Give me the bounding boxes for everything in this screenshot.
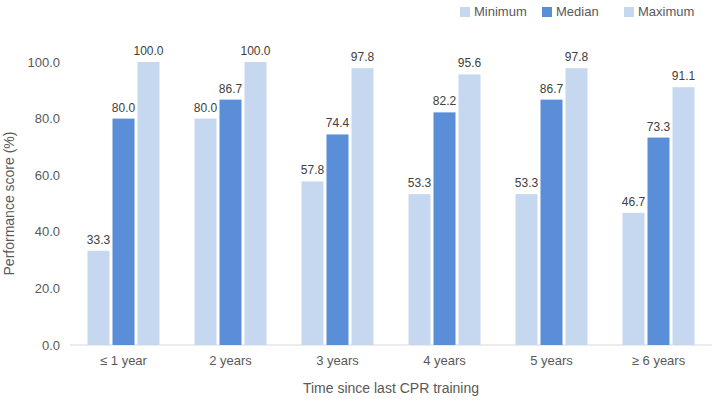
legend-label: Median	[556, 4, 599, 19]
bar	[516, 194, 538, 345]
y-tick-label: 20.0	[35, 281, 60, 296]
bars	[88, 62, 695, 345]
data-labels: 33.380.0100.080.086.7100.057.874.497.853…	[87, 44, 696, 247]
legend-swatch	[624, 7, 634, 17]
bar	[566, 68, 588, 345]
chart-container: 0.0 20.0 40.0 60.0 80.0 100.0 33.3 80.0 100.0 80.…	[0, 0, 714, 400]
data-label: 82.2	[433, 94, 457, 108]
x-tick-label: 2 years	[209, 353, 252, 368]
data-label: 46.7	[622, 195, 646, 209]
data-label: 57.8	[301, 163, 325, 177]
data-label: 53.3	[408, 176, 432, 190]
data-label: 86.7	[219, 82, 243, 96]
x-tick-label: ≤ 1 year	[100, 353, 148, 368]
data-label: 100.0	[133, 44, 163, 58]
bar	[409, 194, 431, 345]
data-label: 95.6	[458, 56, 482, 70]
legend-label: Maximum	[638, 4, 694, 19]
data-label: 73.3	[647, 120, 671, 134]
bar	[138, 62, 160, 345]
bar	[245, 62, 267, 345]
bar	[302, 181, 324, 345]
bar	[113, 119, 135, 345]
legend-label: Minimum	[474, 4, 527, 19]
bar	[673, 87, 695, 345]
data-label: 97.8	[351, 50, 375, 64]
y-tick-label: 100.0	[27, 55, 60, 70]
data-label: 53.3	[515, 176, 539, 190]
data-label: 33.3	[87, 233, 111, 247]
y-tick-label: 80.0	[35, 111, 60, 126]
data-label: 80.0	[112, 101, 136, 115]
bar	[541, 100, 563, 345]
y-tick-label: 60.0	[35, 168, 60, 183]
y-axis-line	[70, 62, 71, 345]
x-tick-label: 4 years	[423, 353, 466, 368]
bar	[352, 68, 374, 345]
legend-swatch	[460, 7, 470, 17]
data-label: 97.8	[565, 50, 589, 64]
x-axis-title: Time since last CPR training	[303, 380, 479, 396]
bar	[459, 74, 481, 345]
y-tick-label: 40.0	[35, 224, 60, 239]
data-label: 74.4	[326, 116, 350, 130]
bar	[327, 134, 349, 345]
y-tick-label: 0.0	[42, 338, 60, 353]
data-label: 91.1	[672, 69, 696, 83]
chart-svg: 0.0 20.0 40.0 60.0 80.0 100.0 33.3 80.0 100.0 80.…	[0, 0, 714, 400]
data-label: 100.0	[240, 44, 270, 58]
data-label: 80.0	[194, 101, 218, 115]
y-axis-title: Performance score (%)	[1, 132, 17, 276]
x-tick-label: ≥ 6 years	[632, 353, 686, 368]
data-label: 86.7	[540, 82, 564, 96]
x-tick-label: 3 years	[316, 353, 359, 368]
bar	[88, 251, 110, 345]
bar	[648, 138, 670, 345]
x-tick-label: 5 years	[530, 353, 573, 368]
bar	[220, 100, 242, 345]
legend: Minimum Median Maximum	[460, 4, 694, 19]
bar	[623, 213, 645, 345]
bar	[434, 112, 456, 345]
legend-swatch	[542, 7, 552, 17]
x-axis-line	[70, 345, 712, 346]
bar	[195, 119, 217, 345]
